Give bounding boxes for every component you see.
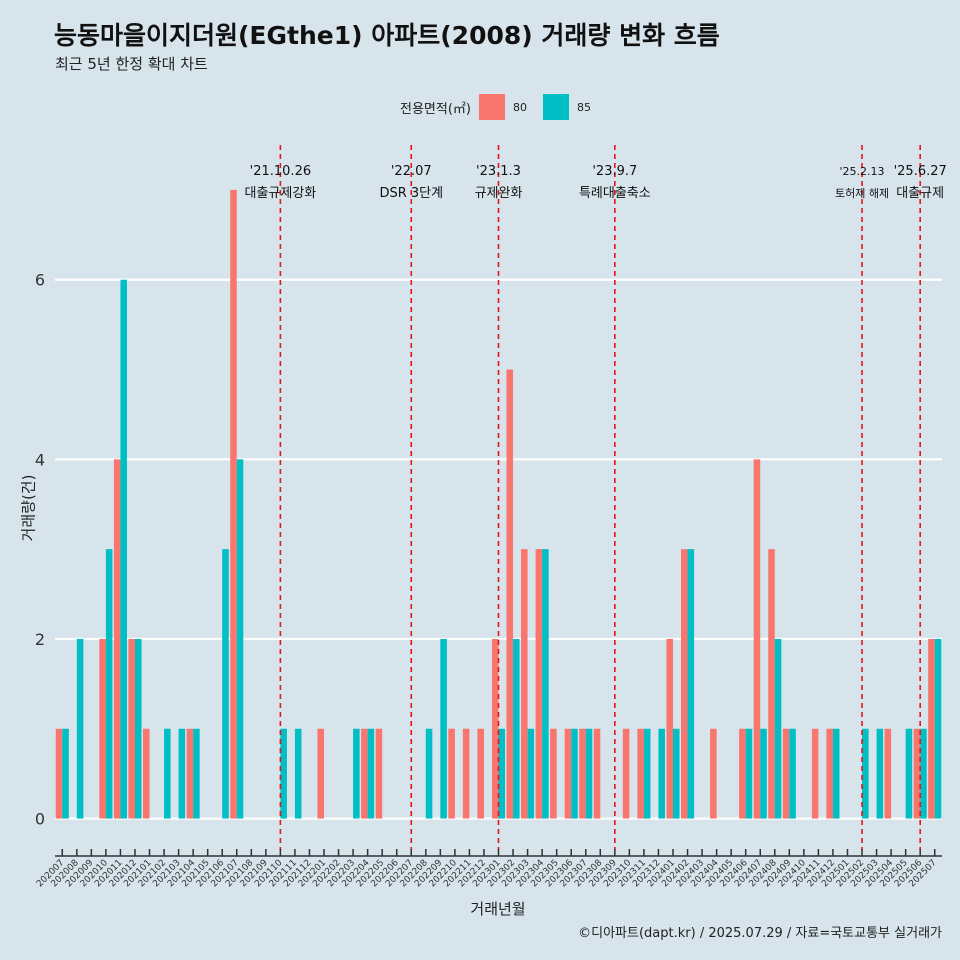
bar-85 [774,638,782,819]
bar-85 [832,728,840,819]
y-tick-label: 0 [35,810,45,829]
bar-80 [680,549,688,819]
event-label: 대출규제 [896,186,944,201]
bar-80 [913,728,921,819]
bar-80 [477,728,484,819]
bar-85 [236,459,244,819]
bar-85 [280,728,287,819]
bar-85 [222,549,229,819]
bar-80 [593,728,601,819]
bar-85 [105,549,113,819]
legend-title: 전용면적(㎡) [400,101,471,117]
event-label: DSR 3단계 [379,186,443,201]
bar-80 [230,189,237,819]
bar-80 [128,638,135,819]
event-label: 규제완화 [475,186,523,201]
bar-85 [643,728,651,819]
bar-85 [440,638,447,819]
bar-80 [99,638,106,819]
bar-85 [571,728,578,819]
event-date-label: '22.07 [391,164,432,179]
bar-85 [760,728,767,819]
bar-80 [550,728,557,819]
bar-80 [448,728,455,819]
bar-80 [739,728,746,819]
bar-85 [164,728,171,819]
bar-85 [687,549,695,819]
y-tick-label: 6 [35,271,45,290]
bar-85 [905,728,913,819]
legend-swatch-80 [478,94,505,120]
bar-80 [826,728,833,819]
legend: 전용면적(㎡) 80 85 [400,93,599,121]
bar-85 [294,728,302,819]
bar-80 [113,459,121,819]
event-label: 특례대출축소 [579,186,651,201]
bar-85 [934,638,942,819]
bar-80 [142,728,150,819]
bar-85 [62,728,69,819]
bar-85 [513,638,520,819]
bar-80 [186,728,194,819]
bar-80 [491,638,499,819]
bar-80 [55,728,63,819]
bar-85 [789,728,796,819]
bar-85 [585,728,593,819]
bar-80 [622,728,630,819]
legend-label-85: 85 [576,100,591,114]
y-axis-label: 거래량(건) [19,474,38,542]
bar-80 [768,549,775,819]
bar-80 [462,728,470,819]
event-date-label: '25.6.27 [894,164,947,179]
bar-85 [542,549,549,819]
chart-title: 능동마을이지더원(EGthe1) 아파트(2008) 거래량 변화 흐름 [54,21,720,50]
bar-85 [425,728,433,819]
bar-85 [658,728,665,819]
bar-80 [361,728,368,819]
bar-80 [811,728,819,819]
event-date-label: '25.2.13 [840,165,885,178]
bar-85 [134,638,142,819]
chart-subtitle: 최근 5년 한정 확대 차트 [55,55,208,73]
bar-80 [375,728,383,819]
bar-85 [672,728,680,819]
bar-80 [666,638,673,819]
bar-80 [884,728,892,819]
event-date-label: '23.1.3 [476,164,521,179]
source-caption: ©디아파트(dapt.kr) / 2025.07.29 / 자료=국토교통부 실… [578,926,942,941]
bar-80 [564,728,572,819]
y-tick-label: 4 [35,450,45,469]
bar-85 [876,728,884,819]
bar-80 [928,638,935,819]
event-date-label: '21.10.26 [250,164,311,179]
event-label: 대출규제강화 [245,186,317,201]
bar-80 [506,369,514,819]
bar-85 [920,728,927,819]
bar-85 [76,638,84,819]
bar-80 [535,549,543,819]
x-axis-label: 거래년월 [470,900,526,918]
bar-85 [527,728,535,819]
bar-85 [367,728,375,819]
bar-85 [745,728,753,819]
bar-80 [521,549,528,819]
bar-80 [579,728,586,819]
legend-label-80: 80 [512,100,527,114]
event-date-label: '23.9.7 [592,164,637,179]
bar-85 [178,728,186,819]
bar-80 [317,728,325,819]
bar-85 [862,728,869,819]
bar-80 [710,728,717,819]
legend-swatch-85 [542,94,569,120]
bar-80 [753,459,761,819]
event-label: 토허제 해제 [835,186,889,200]
y-tick-label: 2 [35,630,45,649]
bar-85 [193,728,200,819]
bar-85 [120,279,127,819]
bar-80 [637,728,644,819]
bar-85 [498,728,506,819]
bar-80 [782,728,790,819]
bar-85 [353,728,360,819]
